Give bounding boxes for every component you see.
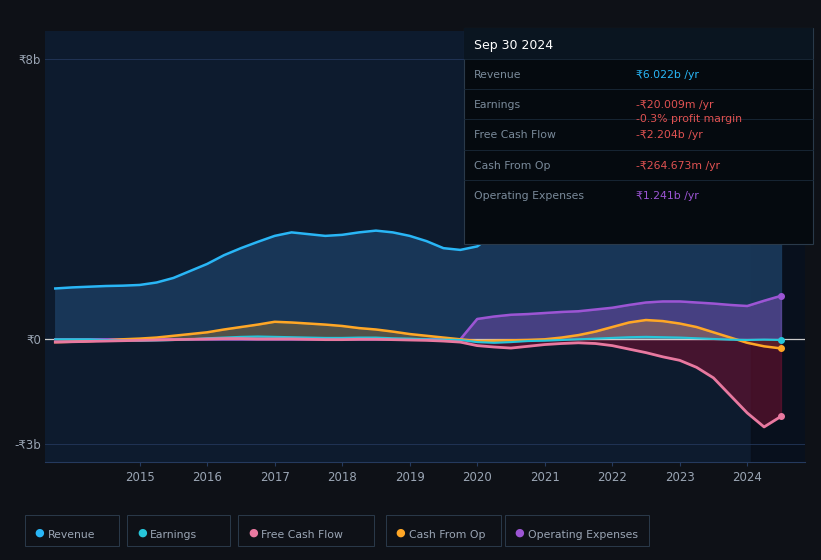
Text: -0.3% profit margin: -0.3% profit margin — [636, 114, 742, 124]
Text: Sep 30 2024: Sep 30 2024 — [474, 39, 553, 52]
Text: Revenue: Revenue — [48, 530, 95, 540]
Text: Cash From Op: Cash From Op — [474, 161, 550, 171]
Text: ₹1.241b /yr: ₹1.241b /yr — [636, 191, 699, 201]
Text: Free Cash Flow: Free Cash Flow — [474, 130, 556, 141]
Text: ●: ● — [515, 528, 525, 538]
Text: Free Cash Flow: Free Cash Flow — [261, 530, 343, 540]
Text: -₹20.009m /yr: -₹20.009m /yr — [636, 100, 713, 110]
Text: ₹6.022b /yr: ₹6.022b /yr — [636, 70, 699, 80]
Text: ●: ● — [248, 528, 258, 538]
Text: Earnings: Earnings — [474, 100, 521, 110]
Bar — [750, 31, 821, 462]
Text: ●: ● — [34, 528, 44, 538]
Text: ●: ● — [137, 528, 147, 538]
Text: -₹2.204b /yr: -₹2.204b /yr — [636, 130, 703, 141]
Text: Earnings: Earnings — [150, 530, 197, 540]
Text: -₹264.673m /yr: -₹264.673m /yr — [636, 161, 720, 171]
Text: Revenue: Revenue — [474, 70, 521, 80]
Text: Operating Expenses: Operating Expenses — [528, 530, 638, 540]
Text: ●: ● — [396, 528, 406, 538]
Text: Operating Expenses: Operating Expenses — [474, 191, 584, 201]
Text: Cash From Op: Cash From Op — [409, 530, 485, 540]
